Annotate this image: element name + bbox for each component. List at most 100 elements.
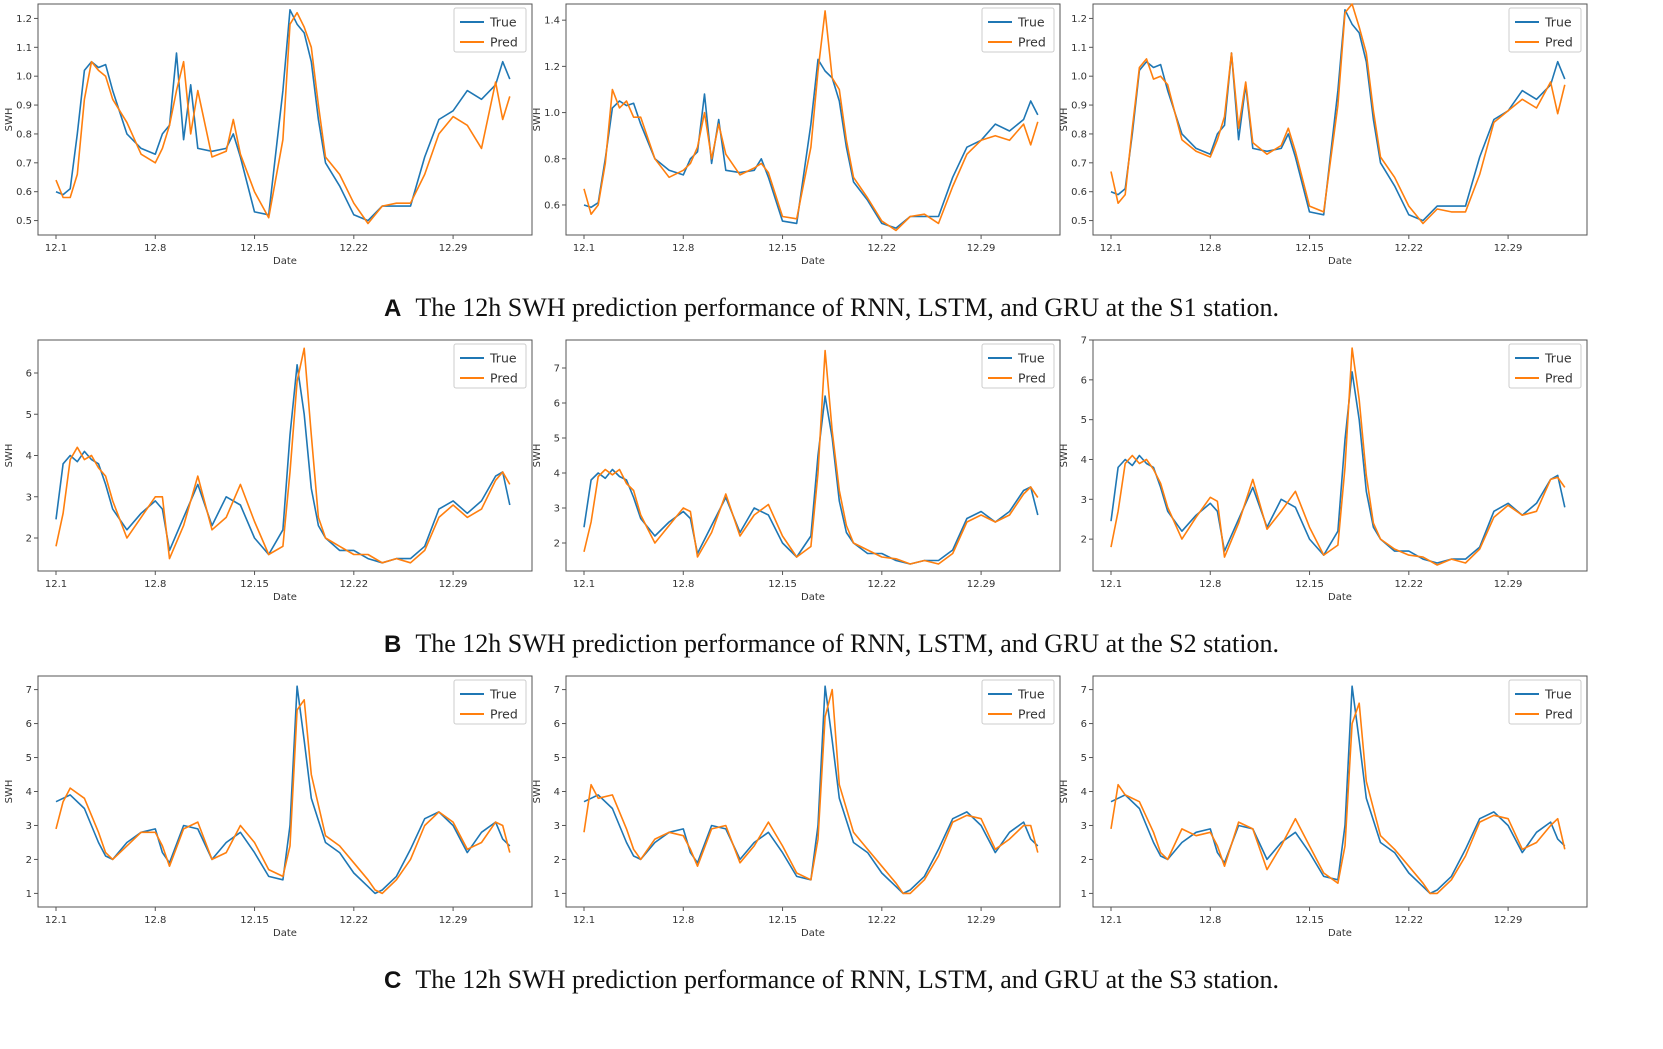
legend-label-true: True (489, 351, 517, 366)
caption-text: The 12h SWH prediction performance of RN… (415, 965, 1279, 994)
x-tick-label: 12.29 (439, 579, 468, 590)
y-tick-label: 2 (554, 539, 560, 550)
x-tick-label: 12.15 (240, 243, 269, 254)
x-tick-label: 12.1 (573, 915, 595, 926)
y-tick-label: 4 (1081, 455, 1087, 466)
x-tick-label: 12.8 (672, 579, 694, 590)
y-tick-label: 6 (554, 399, 560, 410)
y-tick-label: 0.9 (16, 101, 32, 112)
y-tick-label: 4 (26, 451, 32, 462)
caption-c: C The 12h SWH prediction performance of R… (0, 965, 1663, 995)
legend-label-true: True (1544, 687, 1572, 702)
y-tick-label: 5 (1081, 753, 1087, 764)
x-tick-label: 12.1 (45, 579, 67, 590)
series-line-true (1110, 371, 1566, 564)
legend-label-true: True (1544, 15, 1572, 30)
caption-letter: B (384, 631, 402, 658)
y-tick-label: 3 (26, 821, 32, 832)
chart-panel-s1-lstm: 0.6 0.8 1.0 1.2 1.4 12.1 12.8 12.15 12.22 12.29 Da… (528, 0, 1068, 285)
y-tick-label: 1.0 (1071, 72, 1087, 83)
x-tick-label: 12.15 (768, 915, 797, 926)
y-tick-label: 5 (554, 434, 560, 445)
chart-svg: 0.5 0.6 0.7 0.8 0.9 1.0 1.1 1.2 12.1 12.8 12.15 12.… (4, 3, 533, 267)
y-tick-label: 6 (1081, 719, 1087, 730)
x-axis-label: Date (1328, 256, 1352, 267)
y-axis-label: SWH (4, 108, 15, 132)
x-tick-label: 12.1 (45, 243, 67, 254)
x-tick-label: 12.15 (1295, 243, 1324, 254)
y-tick-label: 3 (1081, 821, 1087, 832)
x-tick-label: 12.22 (867, 915, 896, 926)
x-tick-label: 12.29 (1494, 915, 1523, 926)
x-tick-label: 12.8 (672, 243, 694, 254)
chart-svg: 1 2 3 4 5 6 7 12.1 12.8 12.15 12.22 12.29 Date SWH Tru… (532, 675, 1061, 939)
legend-label-true: True (489, 687, 517, 702)
y-tick-label: 1.2 (16, 14, 32, 25)
y-tick-label: 0.5 (16, 216, 32, 227)
x-tick-label: 12.1 (45, 915, 67, 926)
chart-svg: 0.5 0.6 0.7 0.8 0.9 1.0 1.1 1.2 12.1 12.8 12.15 12.… (1059, 3, 1588, 267)
plot-frame (565, 339, 1061, 572)
y-axis-label: SWH (532, 108, 543, 132)
x-axis-label: Date (273, 928, 297, 939)
x-tick-label: 12.8 (1199, 243, 1221, 254)
y-tick-label: 7 (554, 364, 560, 375)
y-tick-label: 2 (1081, 535, 1087, 546)
y-tick-label: 0.6 (544, 200, 560, 211)
series-line-pred (55, 698, 511, 895)
legend-label-pred: Pred (490, 707, 518, 722)
caption-text: The 12h SWH prediction performance of RN… (415, 629, 1279, 658)
y-tick-label: 6 (554, 719, 560, 730)
x-axis-label: Date (801, 592, 825, 603)
y-tick-label: 6 (26, 719, 32, 730)
y-tick-label: 1 (26, 889, 32, 900)
x-tick-label: 12.8 (1199, 579, 1221, 590)
x-tick-label: 12.8 (144, 915, 166, 926)
series-line-true (55, 363, 511, 564)
x-tick-label: 12.8 (144, 243, 166, 254)
x-axis-label: Date (273, 256, 297, 267)
y-tick-label: 3 (26, 492, 32, 503)
legend-label-pred: Pred (1018, 707, 1046, 722)
x-tick-label: 12.29 (1494, 579, 1523, 590)
y-tick-label: 5 (554, 753, 560, 764)
chart-svg: 1 2 3 4 5 6 7 12.1 12.8 12.15 12.22 12.29 Date SWH Tru… (4, 675, 533, 939)
y-tick-label: 0.6 (16, 187, 32, 198)
y-tick-label: 1.2 (544, 62, 560, 73)
x-tick-label: 12.1 (1100, 579, 1122, 590)
series-line-pred (55, 347, 511, 564)
x-axis-label: Date (801, 928, 825, 939)
y-tick-label: 4 (554, 469, 560, 480)
x-axis-label: Date (1328, 592, 1352, 603)
y-tick-label: 6 (26, 369, 32, 380)
y-axis-label: SWH (1059, 444, 1070, 468)
y-axis-label: SWH (532, 780, 543, 804)
x-tick-label: 12.22 (867, 579, 896, 590)
y-axis-label: SWH (4, 780, 15, 804)
legend-label-true: True (1017, 15, 1045, 30)
x-tick-label: 12.22 (1394, 579, 1423, 590)
x-axis-label: Date (801, 256, 825, 267)
x-axis-label: Date (1328, 928, 1352, 939)
caption-a: A The 12h SWH prediction performance of R… (0, 293, 1663, 323)
chart-panel-s3-gru: 1 2 3 4 5 6 7 12.1 12.8 12.15 12.22 12.29 Date SWH Tru… (1055, 672, 1595, 957)
legend-label-pred: Pred (1545, 371, 1573, 386)
x-tick-label: 12.22 (867, 243, 896, 254)
x-tick-label: 12.22 (339, 579, 368, 590)
legend-label-true: True (1017, 687, 1045, 702)
chart-panel-s2-lstm: 2 3 4 5 6 7 12.1 12.8 12.15 12.22 12.29 Date SWH True… (528, 336, 1068, 621)
chart-svg: 2 3 4 5 6 7 12.1 12.8 12.15 12.22 12.29 Date SWH True… (1059, 336, 1588, 603)
chart-panel-s2-gru: 2 3 4 5 6 7 12.1 12.8 12.15 12.22 12.29 Date SWH True… (1055, 336, 1595, 621)
series-line-true (55, 9, 511, 222)
y-tick-label: 0.7 (16, 158, 32, 169)
x-tick-label: 12.29 (439, 243, 468, 254)
y-tick-label: 6 (1081, 375, 1087, 386)
series-line-true (1110, 9, 1566, 222)
plot-frame (1092, 339, 1588, 572)
y-tick-label: 1.2 (1071, 14, 1087, 25)
y-tick-label: 0.7 (1071, 158, 1087, 169)
y-axis-label: SWH (532, 444, 543, 468)
y-tick-label: 1.1 (16, 43, 32, 54)
y-tick-label: 7 (26, 685, 32, 696)
row-b: 2 3 4 5 6 12.1 12.8 12.15 12.22 12.29 Date SWH True P… (0, 336, 1663, 666)
